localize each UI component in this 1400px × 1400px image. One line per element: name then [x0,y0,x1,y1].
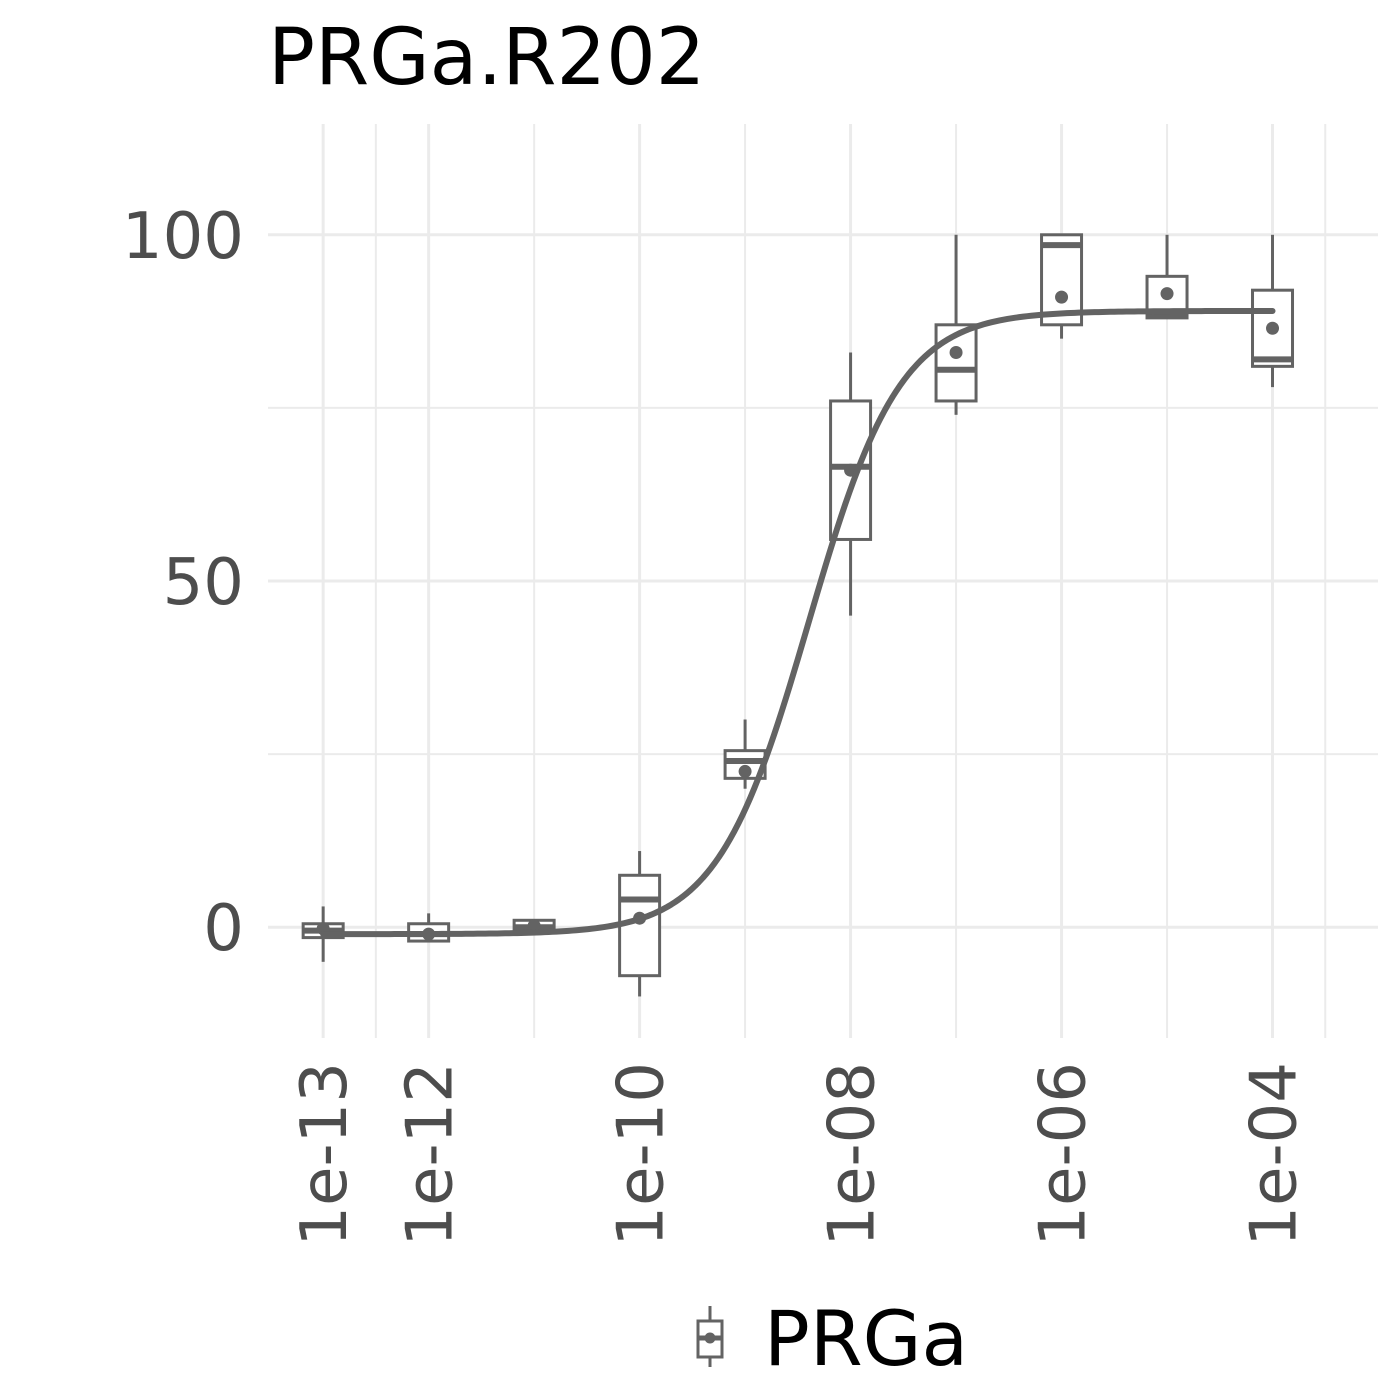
mean-point [527,919,541,933]
fit-curve [320,307,1276,938]
mean-point [949,346,963,359]
y-tick-label: 50 [163,546,244,620]
y-tick-label: 100 [122,200,244,274]
x-axis-tick-labels: 1e-13 1e-12 1e-10 1e-08 1e-06 1e-04 [288,1062,1311,1247]
legend-key-mean-point [704,1332,716,1344]
boxplot [829,352,873,616]
fit-curve-line [320,307,1276,938]
y-axis-tick-labels: 0 50 100 [122,200,244,966]
x-tick-label: 1e-04 [1238,1062,1312,1247]
mean-point [1160,287,1174,301]
boxplot [1251,234,1295,388]
mean-point [1055,290,1069,304]
x-tick-label: 1e-12 [394,1062,468,1247]
grid [268,124,1378,1038]
boxplot [1040,233,1084,339]
legend: PRGa [696,1294,968,1383]
box [1040,233,1084,327]
boxplot [1145,234,1189,320]
x-tick-label: 1e-06 [1027,1062,1101,1247]
boxplot [934,234,978,415]
legend-key-boxplot-icon [696,1306,724,1367]
mean-point [738,764,752,778]
box [934,323,978,403]
x-tick-label: 1e-10 [605,1062,679,1247]
x-tick-label: 1e-13 [288,1062,362,1247]
y-tick-label: 0 [203,892,244,966]
chart-title: PRGa.R202 [268,13,705,103]
mean-point [1266,321,1280,335]
legend-label: PRGa [764,1294,968,1383]
x-tick-label: 1e-08 [816,1062,890,1247]
boxplots [301,233,1295,997]
